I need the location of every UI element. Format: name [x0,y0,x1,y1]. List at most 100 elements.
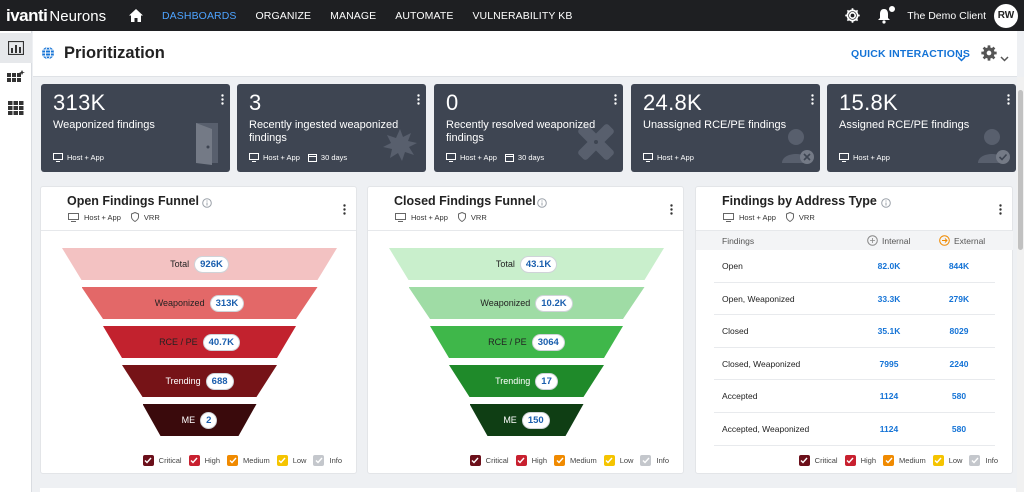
funnel-stage-rce-pe[interactable]: RCE / PE 3064 [430,326,623,358]
legend-item-info[interactable]: Info [640,455,669,466]
external-count-link[interactable]: 279K [948,293,970,304]
external-count-link[interactable]: 580 [951,391,967,402]
more-options-icon[interactable] [1007,92,1010,110]
funnel-stage-weaponized[interactable]: Weaponized 10.2K [408,287,645,319]
internal-count-link[interactable]: 7995 [879,358,899,369]
checkbox-checked-icon[interactable] [469,455,481,466]
checkbox-checked-icon[interactable] [640,455,652,466]
funnel-stage-value[interactable]: 2 [200,411,218,429]
external-count-link[interactable]: 2240 [949,358,969,369]
funnel-stage-value[interactable]: 150 [521,411,550,429]
funnel-stage-value[interactable]: 40.7K [202,333,240,351]
funnel-stage-value[interactable]: 688 [205,372,234,390]
rail-add-widget-icon[interactable] [0,63,32,93]
external-count-link[interactable]: 580 [951,423,967,434]
rail-grid-icon[interactable] [0,93,32,123]
scrollbar-track[interactable] [1017,77,1024,492]
funnel-stage-value[interactable]: 313K [209,294,245,312]
checkbox-checked-icon[interactable] [844,455,856,466]
checkbox-checked-icon[interactable] [142,455,154,466]
funnel-stage-value[interactable]: 43.1K [519,255,558,273]
more-options-icon[interactable] [811,92,814,110]
internal-count-link[interactable]: 1124 [879,423,899,434]
dashboard-settings-gear-icon[interactable] [980,44,998,67]
funnel-stage-weaponized[interactable]: Weaponized 313K [81,287,318,319]
checkbox-checked-icon[interactable] [932,455,944,466]
funnel-stage-me[interactable]: ME 150 [469,404,584,436]
legend-item-high[interactable]: High [188,455,220,466]
stat-card-recently-ingested[interactable]: 3 Recently ingested weaponized findings … [237,84,426,172]
checkbox-checked-icon[interactable] [883,455,895,466]
external-count-link[interactable]: 8029 [949,326,969,337]
funnel-stage-trending[interactable]: Trending 688 [122,365,277,397]
table-row: Open 82.0K 844K [714,250,995,283]
funnel-stage-rce-pe[interactable]: RCE / PE 40.7K [103,326,296,358]
legend-item-critical[interactable]: Critical [142,455,182,466]
internal-count-link[interactable]: 1124 [879,391,899,402]
stat-card-assigned-rce[interactable]: 15.8K Assigned RCE/PE findings Host + Ap… [827,84,1016,172]
checkbox-checked-icon[interactable] [554,455,566,466]
funnel-stage-me[interactable]: ME 2 [142,404,257,436]
legend-item-low[interactable]: Low [932,455,962,466]
rail-dashboard-icon[interactable] [0,33,32,63]
legend-item-medium[interactable]: Medium [227,455,270,466]
internal-count-link[interactable]: 33.3K [877,293,901,304]
info-icon[interactable] [537,195,547,213]
more-options-icon[interactable] [999,202,1002,220]
checkbox-checked-icon[interactable] [188,455,200,466]
funnel-stage-value[interactable]: 3064 [531,333,565,351]
more-options-icon[interactable] [417,92,420,110]
home-icon[interactable] [128,7,146,25]
legend-item-high[interactable]: High [515,455,547,466]
nav-vulnerability-kb[interactable]: VULNERABILITY KB [472,9,573,22]
internal-count-link[interactable]: 82.0K [877,261,901,271]
legend-item-low[interactable]: Low [276,455,306,466]
nav-automate[interactable]: AUTOMATE [395,9,454,22]
legend-item-critical[interactable]: Critical [798,455,838,466]
checkbox-checked-icon[interactable] [227,455,239,466]
client-name[interactable]: The Demo Client [907,9,986,22]
quick-interactions-button[interactable]: QUICK INTERACTIONS [851,48,971,60]
legend-item-low[interactable]: Low [603,455,633,466]
nav-organize[interactable]: ORGANIZE [255,9,312,22]
more-options-icon[interactable] [221,92,224,110]
chevron-down-icon[interactable] [957,49,966,67]
internal-count-link[interactable]: 35.1K [877,326,901,337]
legend-item-medium[interactable]: Medium [883,455,926,466]
info-icon[interactable] [881,195,891,213]
settings-gear-icon[interactable] [843,7,861,25]
funnel-stage-total[interactable]: Total 926K [62,248,337,280]
more-options-icon[interactable] [670,202,673,220]
stat-card-weaponized[interactable]: 313K Weaponized findings Host + App [41,84,230,172]
nav-dashboards[interactable]: DASHBOARDS [162,9,237,22]
funnel-stage-value[interactable]: 17 [535,372,558,390]
legend-item-info[interactable]: Info [313,455,342,466]
info-icon[interactable] [202,195,212,213]
more-options-icon[interactable] [614,92,617,110]
ivanti-neurons-logo[interactable]: ivanti Neurons [6,6,118,26]
checkbox-checked-icon[interactable] [313,455,325,466]
funnel-stage-total[interactable]: Total 43.1K [389,248,664,280]
stat-label: Unassigned RCE/PE findings [643,119,787,131]
external-count-link[interactable]: 844K [948,261,970,271]
funnel-stage-value[interactable]: 926K [194,255,229,273]
checkbox-checked-icon[interactable] [798,455,810,466]
checkbox-checked-icon[interactable] [515,455,527,466]
funnel-stage-value[interactable]: 10.2K [535,294,573,312]
checkbox-checked-icon[interactable] [969,455,981,466]
user-avatar[interactable]: RW [994,3,1018,28]
chevron-down-icon[interactable] [1000,49,1009,67]
more-options-icon[interactable] [343,202,346,220]
checkbox-checked-icon[interactable] [603,455,615,466]
legend-item-high[interactable]: High [844,455,876,466]
notification-bell-icon[interactable] [875,4,897,25]
legend-item-medium[interactable]: Medium [554,455,597,466]
funnel-stage-trending[interactable]: Trending 17 [449,365,604,397]
stat-card-unassigned-rce[interactable]: 24.8K Unassigned RCE/PE findings Host + … [631,84,820,172]
nav-manage[interactable]: MANAGE [330,9,377,22]
scrollbar-thumb[interactable] [1018,90,1023,250]
legend-item-critical[interactable]: Critical [469,455,509,466]
legend-item-info[interactable]: Info [969,455,998,466]
checkbox-checked-icon[interactable] [276,455,288,466]
stat-card-recently-resolved[interactable]: 0 Recently resolved weaponized findings … [434,84,623,172]
